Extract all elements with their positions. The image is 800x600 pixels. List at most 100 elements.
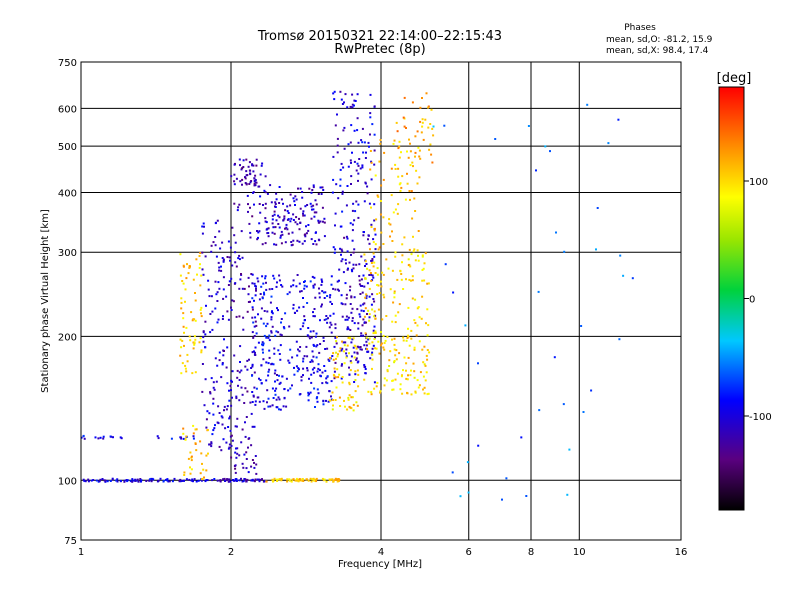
data-point bbox=[270, 330, 273, 333]
data-point bbox=[322, 340, 325, 342]
data-point bbox=[225, 408, 228, 411]
data-point bbox=[407, 306, 410, 309]
data-point bbox=[368, 342, 371, 345]
data-point bbox=[330, 275, 333, 278]
data-point bbox=[563, 250, 566, 253]
data-point bbox=[289, 204, 292, 207]
data-point bbox=[368, 202, 371, 205]
data-point bbox=[367, 234, 370, 237]
data-point bbox=[409, 164, 412, 167]
data-point bbox=[386, 368, 389, 371]
data-point bbox=[245, 183, 248, 186]
data-point bbox=[255, 289, 257, 292]
data-point bbox=[166, 478, 169, 481]
data-point bbox=[280, 321, 282, 324]
data-point bbox=[209, 391, 212, 394]
data-point bbox=[334, 248, 337, 251]
data-point bbox=[235, 395, 238, 398]
data-point bbox=[202, 340, 205, 343]
data-point bbox=[321, 206, 324, 209]
data-point bbox=[333, 251, 336, 254]
data-point bbox=[321, 280, 324, 283]
data-point bbox=[249, 169, 252, 172]
data-point bbox=[245, 467, 248, 470]
data-point bbox=[363, 141, 366, 144]
data-point bbox=[631, 277, 634, 280]
data-point bbox=[203, 225, 205, 228]
data-point bbox=[251, 459, 254, 461]
data-point bbox=[382, 243, 385, 245]
data-point bbox=[343, 399, 345, 402]
data-point bbox=[282, 202, 284, 205]
data-point bbox=[391, 230, 393, 233]
data-point bbox=[339, 184, 342, 187]
data-point bbox=[213, 388, 216, 391]
data-point bbox=[235, 265, 238, 268]
data-point bbox=[240, 386, 243, 389]
data-point bbox=[270, 318, 273, 321]
data-point bbox=[254, 179, 257, 181]
data-point bbox=[240, 273, 242, 275]
data-point bbox=[306, 367, 309, 370]
data-point bbox=[241, 480, 244, 483]
data-point bbox=[271, 387, 274, 390]
data-point bbox=[337, 197, 340, 200]
data-point bbox=[356, 404, 359, 407]
data-point bbox=[431, 127, 434, 130]
data-point bbox=[373, 325, 376, 328]
data-point bbox=[233, 354, 236, 357]
data-point bbox=[271, 218, 274, 221]
data-point bbox=[354, 100, 357, 102]
data-point bbox=[226, 405, 229, 408]
data-point bbox=[279, 344, 282, 347]
data-point bbox=[264, 191, 267, 194]
data-point bbox=[241, 167, 244, 170]
data-point bbox=[394, 251, 397, 254]
data-point bbox=[190, 479, 193, 482]
data-point bbox=[365, 263, 368, 265]
data-point bbox=[325, 399, 327, 402]
data-point bbox=[273, 213, 276, 216]
data-point bbox=[242, 328, 245, 331]
data-point bbox=[240, 168, 243, 171]
data-point bbox=[90, 479, 93, 482]
data-point bbox=[334, 361, 337, 364]
data-point bbox=[412, 235, 414, 238]
data-point bbox=[243, 453, 246, 456]
data-point bbox=[406, 392, 409, 395]
data-point bbox=[374, 248, 377, 251]
data-point bbox=[296, 370, 299, 373]
data-point bbox=[423, 363, 426, 366]
data-point bbox=[355, 358, 358, 361]
data-point bbox=[193, 335, 196, 338]
data-point bbox=[407, 156, 410, 159]
data-point bbox=[394, 255, 397, 258]
data-point bbox=[333, 98, 336, 101]
data-point bbox=[202, 336, 205, 339]
data-point bbox=[369, 133, 371, 136]
data-point bbox=[223, 350, 225, 352]
data-point bbox=[201, 225, 204, 228]
data-point bbox=[184, 364, 187, 367]
data-point bbox=[190, 311, 193, 314]
data-point bbox=[274, 393, 277, 396]
data-point bbox=[389, 350, 392, 353]
data-point bbox=[278, 202, 281, 204]
data-point bbox=[214, 307, 217, 310]
data-point bbox=[271, 288, 274, 290]
data-point bbox=[357, 164, 360, 167]
data-point bbox=[101, 478, 104, 480]
data-point bbox=[237, 384, 239, 387]
data-point bbox=[297, 187, 299, 190]
data-point bbox=[281, 233, 284, 236]
data-point bbox=[322, 403, 325, 406]
data-point bbox=[267, 405, 270, 408]
data-point bbox=[266, 192, 269, 195]
data-point bbox=[221, 362, 224, 364]
data-point bbox=[343, 344, 346, 347]
data-point bbox=[302, 212, 304, 215]
data-point bbox=[345, 355, 348, 358]
data-point bbox=[383, 296, 386, 299]
data-point bbox=[218, 445, 221, 448]
data-point bbox=[362, 334, 365, 337]
